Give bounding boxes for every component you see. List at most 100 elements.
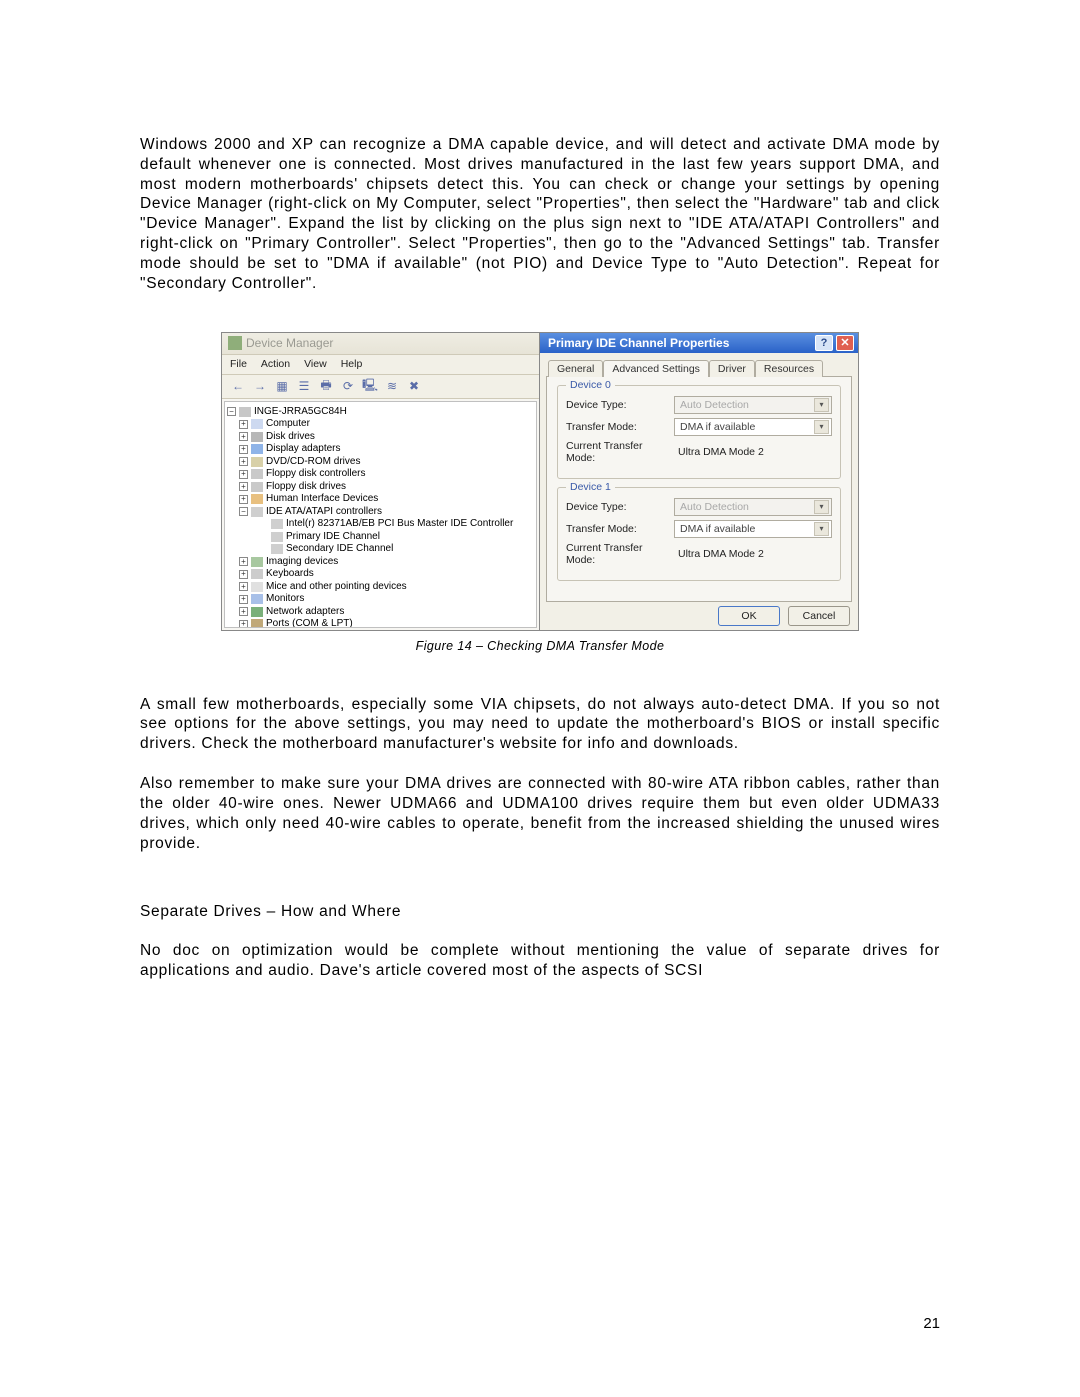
tab-resources[interactable]: Resources bbox=[755, 360, 823, 377]
combo-transfer0[interactable]: DMA if available ▾ bbox=[674, 418, 832, 436]
tb-print-icon[interactable]: 🖶 bbox=[318, 378, 334, 394]
figure-caption: Figure 14 – Checking DMA Transfer Mode bbox=[221, 639, 859, 653]
dropdown-icon[interactable]: ▾ bbox=[814, 522, 829, 536]
tree-item[interactable]: + Floppy disk controllers bbox=[227, 468, 534, 481]
tb-refresh-icon[interactable]: ⟳ bbox=[340, 378, 356, 394]
label-current: Current Transfer Mode: bbox=[566, 440, 674, 464]
current0-val: Ultra DMA Mode 2 bbox=[678, 446, 764, 458]
dm-titlebar: Device Manager bbox=[222, 333, 539, 355]
help-button-icon[interactable]: ? bbox=[815, 335, 833, 351]
expand-icon[interactable]: + bbox=[239, 557, 248, 566]
tree-item[interactable]: +Display adapters bbox=[227, 443, 534, 456]
cancel-button[interactable]: Cancel bbox=[788, 606, 850, 626]
dropdown-icon[interactable]: ▾ bbox=[814, 398, 829, 412]
expand-icon[interactable]: + bbox=[239, 482, 248, 491]
dropdown-icon[interactable]: ▾ bbox=[814, 420, 829, 434]
tb-help-icon[interactable]: ≋ bbox=[384, 378, 400, 394]
expand-icon[interactable]: + bbox=[239, 582, 248, 591]
tree-item[interactable]: +DVD/CD-ROM drives bbox=[227, 456, 534, 469]
dm-menubar[interactable]: File Action View Help bbox=[222, 355, 539, 375]
tree-item[interactable]: +Monitors bbox=[227, 593, 534, 606]
menu-view[interactable]: View bbox=[304, 358, 327, 371]
tree-label: Floppy disk controllers bbox=[266, 468, 365, 481]
tree-item[interactable]: +Disk drives bbox=[227, 431, 534, 444]
tree-root[interactable]: − INGE-JRRA5GC84H bbox=[227, 406, 534, 419]
ide-icon bbox=[271, 532, 283, 542]
dm-tree[interactable]: − INGE-JRRA5GC84H +Computer+Disk drives+… bbox=[224, 401, 537, 628]
close-button-icon[interactable]: ✕ bbox=[836, 335, 854, 351]
tree-item[interactable]: +Ports (COM & LPT) bbox=[227, 618, 534, 628]
label-current: Current Transfer Mode: bbox=[566, 542, 674, 566]
expand-icon[interactable]: − bbox=[239, 507, 248, 516]
tb-properties-icon[interactable]: ☰ bbox=[296, 378, 312, 394]
mon-icon bbox=[251, 594, 263, 604]
tree-item[interactable]: +Mice and other pointing devices bbox=[227, 581, 534, 594]
expand-icon[interactable]: + bbox=[239, 420, 248, 429]
tb-fwd-icon[interactable]: → bbox=[252, 378, 268, 394]
expand-icon[interactable]: + bbox=[239, 595, 248, 604]
label-transfer: Transfer Mode: bbox=[566, 421, 674, 433]
disp-icon bbox=[251, 444, 263, 454]
tb-treeview-icon[interactable]: ▦ bbox=[274, 378, 290, 394]
expand-icon[interactable]: + bbox=[239, 607, 248, 616]
expand-icon[interactable]: + bbox=[239, 445, 248, 454]
combo-devtype0[interactable]: Auto Detection ▾ bbox=[674, 396, 832, 414]
menu-action[interactable]: Action bbox=[261, 358, 290, 371]
mouse-icon bbox=[251, 582, 263, 592]
hid-icon bbox=[251, 494, 263, 504]
tab-advanced[interactable]: Advanced Settings bbox=[603, 360, 709, 377]
port-icon bbox=[251, 619, 263, 627]
tree-item[interactable]: + Floppy disk drives bbox=[227, 481, 534, 494]
combo-devtype1[interactable]: Auto Detection ▾ bbox=[674, 498, 832, 516]
tree-label: Keyboards bbox=[266, 568, 314, 581]
tree-ide-child[interactable]: Primary IDE Channel bbox=[227, 531, 534, 544]
tree-label: Human Interface Devices bbox=[266, 493, 378, 506]
ide-icon bbox=[251, 507, 263, 517]
tb-back-icon[interactable]: ← bbox=[230, 378, 246, 394]
tree-label: Floppy disk drives bbox=[266, 481, 346, 494]
dm-toolbar[interactable]: ← → ▦ ☰ 🖶 ⟳ 🖳 ≋ ✖ bbox=[222, 375, 539, 399]
tree-ide-child[interactable]: Secondary IDE Channel bbox=[227, 543, 534, 556]
menu-file[interactable]: File bbox=[230, 358, 247, 371]
img-icon bbox=[251, 557, 263, 567]
expand-icon[interactable]: + bbox=[239, 570, 248, 579]
tree-label: Imaging devices bbox=[266, 556, 338, 569]
tree-item[interactable]: + Network adapters bbox=[227, 606, 534, 619]
combo-transfer1-val: DMA if available bbox=[680, 523, 755, 535]
ide-icon bbox=[271, 544, 283, 554]
tb-uninstall-icon[interactable]: ✖ bbox=[406, 378, 422, 394]
group1-title: Device 1 bbox=[566, 481, 615, 493]
expand-icon[interactable]: + bbox=[239, 470, 248, 479]
ide-icon bbox=[271, 519, 283, 529]
tree-item[interactable]: + Imaging devices bbox=[227, 556, 534, 569]
dm-app-icon bbox=[228, 336, 242, 350]
expand-icon[interactable]: − bbox=[227, 407, 236, 416]
menu-help[interactable]: Help bbox=[341, 358, 363, 371]
combo-transfer1[interactable]: DMA if available ▾ bbox=[674, 520, 832, 538]
ok-button[interactable]: OK bbox=[718, 606, 780, 626]
expand-icon[interactable]: + bbox=[239, 620, 248, 628]
tree-ide[interactable]: − IDE ATA/ATAPI controllers bbox=[227, 506, 534, 519]
tab-panel: Device 0 Device Type: Auto Detection ▾ T… bbox=[546, 376, 852, 602]
tab-strip[interactable]: General Advanced Settings Driver Resourc… bbox=[548, 360, 852, 377]
tree-item[interactable]: + Human Interface Devices bbox=[227, 493, 534, 506]
combo-devtype1-val: Auto Detection bbox=[680, 501, 749, 513]
tree-ide-child[interactable]: Intel(r) 82371AB/EB PCI Bus Master IDE C… bbox=[227, 518, 534, 531]
tb-scan-icon[interactable]: 🖳 bbox=[362, 378, 378, 394]
tab-general[interactable]: General bbox=[548, 360, 603, 377]
tree-item[interactable]: + Keyboards bbox=[227, 568, 534, 581]
dm-title-text: Device Manager bbox=[246, 336, 333, 350]
paragraph-1: Windows 2000 and XP can recognize a DMA … bbox=[140, 135, 940, 294]
tree-label: Secondary IDE Channel bbox=[286, 543, 393, 556]
dropdown-icon[interactable]: ▾ bbox=[814, 500, 829, 514]
tree-label: Network adapters bbox=[266, 606, 344, 619]
net-icon bbox=[251, 607, 263, 617]
expand-icon[interactable]: + bbox=[239, 457, 248, 466]
expand-icon[interactable]: + bbox=[239, 495, 248, 504]
ide-label: IDE ATA/ATAPI controllers bbox=[266, 506, 382, 519]
expand-icon[interactable]: + bbox=[239, 432, 248, 441]
tab-driver[interactable]: Driver bbox=[709, 360, 755, 377]
tree-item[interactable]: +Computer bbox=[227, 418, 534, 431]
page-number: 21 bbox=[923, 1315, 940, 1332]
properties-dialog: Primary IDE Channel Properties ? ✕ Gener… bbox=[540, 333, 858, 630]
